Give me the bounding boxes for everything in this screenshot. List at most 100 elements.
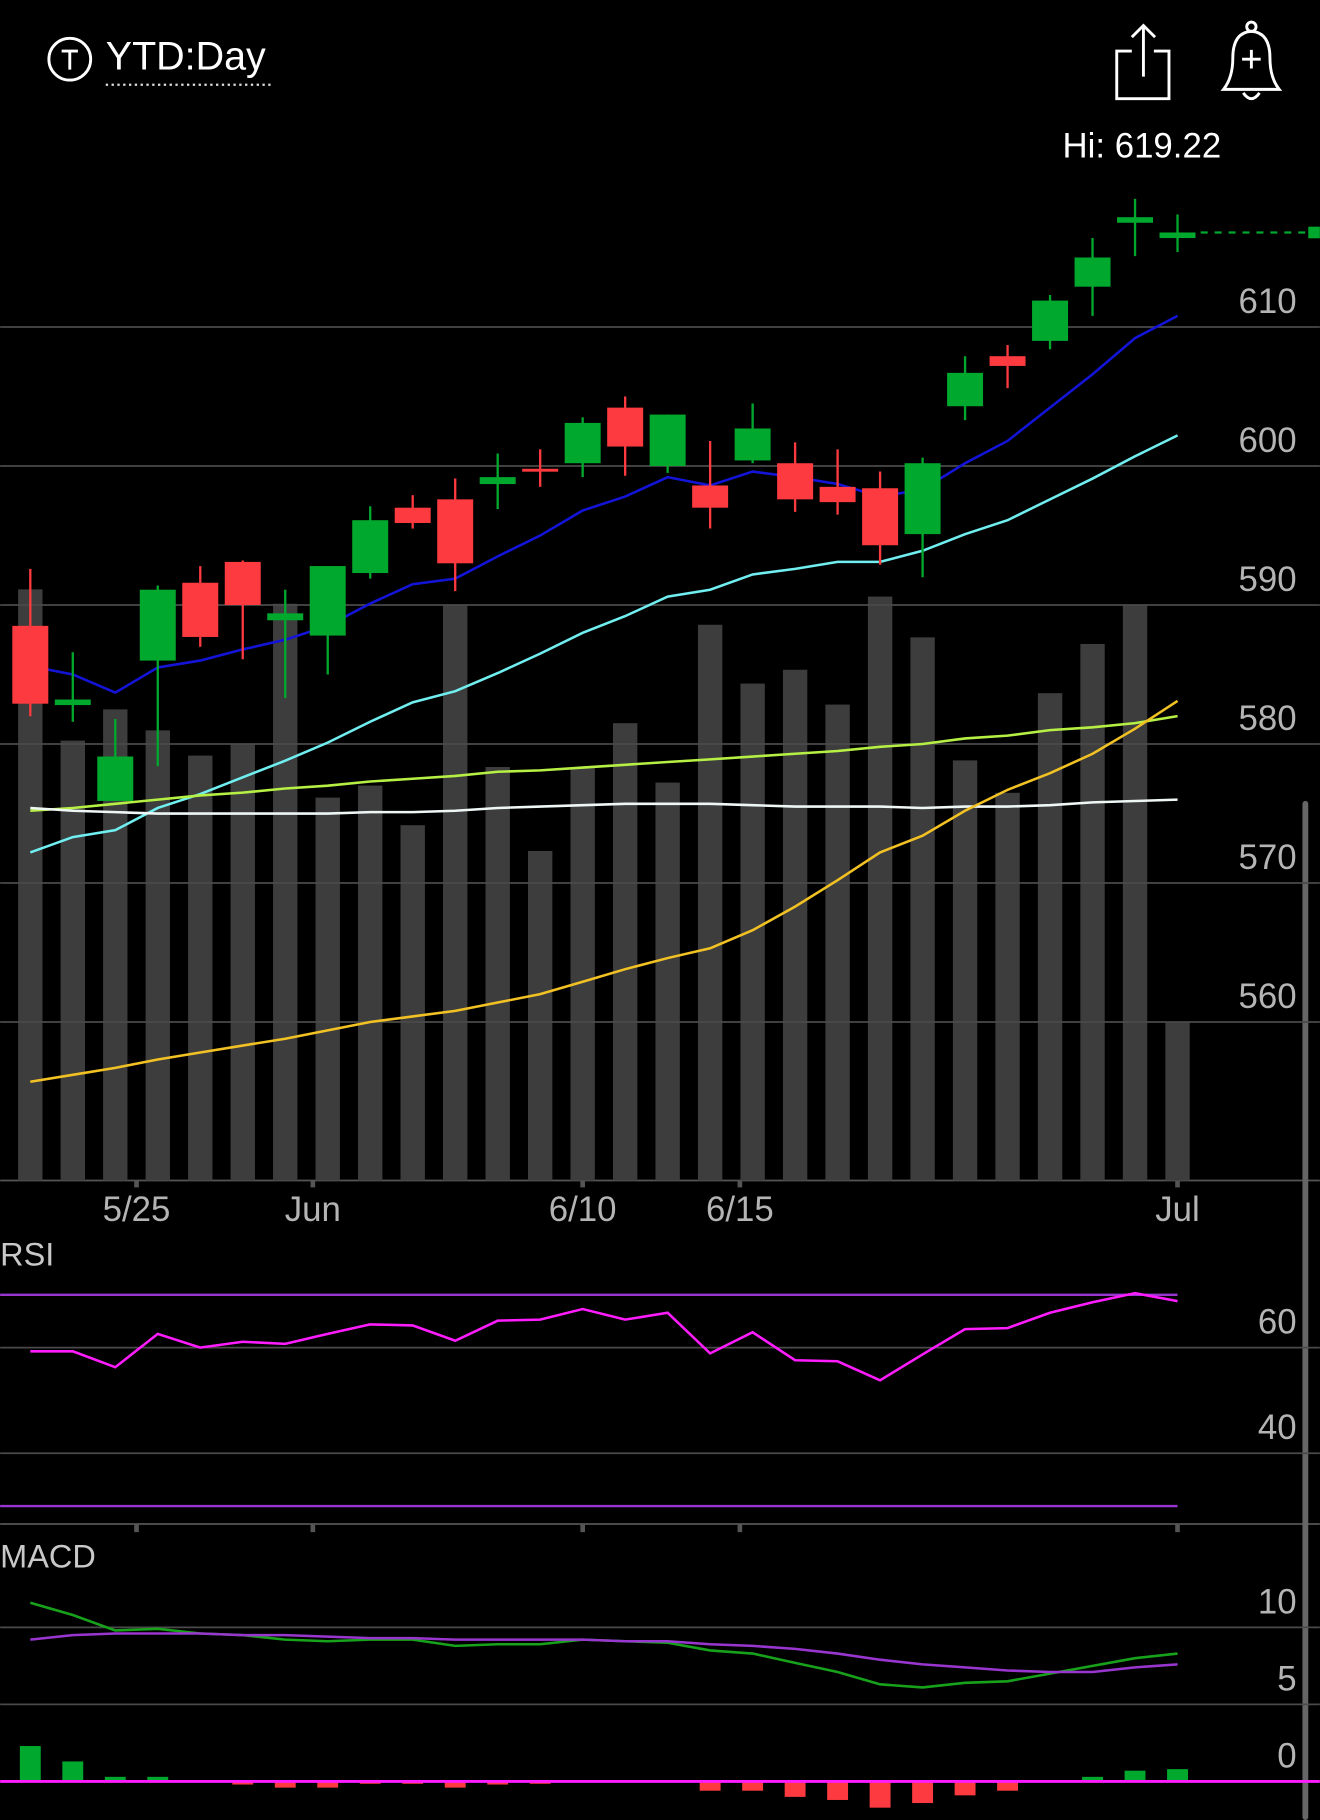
histogram-bar	[912, 1781, 934, 1804]
volume-bar	[60, 740, 85, 1181]
candle-body	[862, 488, 899, 546]
candle-body	[947, 372, 984, 407]
ticker-icon[interactable]	[47, 36, 93, 82]
histogram-bar	[1124, 1770, 1146, 1782]
x-tick-label: Jul	[1155, 1190, 1200, 1229]
histogram-bar	[104, 1776, 126, 1782]
volume-bar	[230, 744, 255, 1181]
bell-clapper	[1242, 91, 1261, 101]
candle-body	[1074, 257, 1111, 287]
candle-body	[309, 566, 346, 636]
y-tick-label: 60	[1258, 1303, 1297, 1342]
candle-body	[692, 485, 729, 508]
histogram-bar	[274, 1781, 296, 1788]
histogram-bar	[699, 1781, 721, 1791]
volume-bar	[570, 768, 595, 1181]
volume-bar	[825, 704, 850, 1181]
candle-body	[182, 582, 219, 637]
candle-body	[989, 356, 1026, 366]
high-value: 619.22	[1115, 127, 1221, 166]
candle-body	[734, 428, 771, 461]
histogram-bar	[954, 1781, 976, 1796]
moving-average	[30, 798, 1178, 815]
candle-body	[12, 625, 49, 704]
candle-body	[479, 477, 516, 485]
histogram-bar	[487, 1781, 509, 1785]
histogram-bar	[784, 1781, 806, 1797]
candle-body	[54, 699, 91, 706]
histogram-bar	[1082, 1776, 1103, 1782]
high-label-text: Hi:	[1062, 127, 1105, 166]
candle-body	[1032, 300, 1069, 341]
alert-button[interactable]	[1220, 20, 1283, 101]
volume-bar	[740, 683, 765, 1181]
y-tick-label: 570	[1239, 838, 1297, 877]
range-title[interactable]: YTD:Day	[106, 35, 266, 79]
y-tick-label: 10	[1258, 1582, 1297, 1621]
volume-bar	[1122, 604, 1148, 1181]
histogram-bar	[742, 1781, 764, 1791]
y-tick-label: 40	[1258, 1408, 1297, 1447]
moving-average	[29, 434, 1179, 854]
volume-bar	[188, 755, 213, 1181]
last-price-tag	[1308, 226, 1320, 239]
volume-bar	[910, 637, 935, 1181]
candle-body	[777, 463, 814, 500]
x-tick-label: 6/10	[549, 1190, 617, 1229]
x-tick-label: Jun	[285, 1190, 341, 1229]
moving-average	[30, 714, 1178, 813]
bell-body	[1220, 29, 1283, 91]
volume-bar	[697, 624, 723, 1181]
volume-bar	[315, 797, 340, 1181]
bell-plus	[1242, 49, 1261, 69]
volume-bar	[1080, 643, 1105, 1181]
histogram-bar	[827, 1781, 849, 1800]
share-button[interactable]	[1115, 23, 1171, 101]
x-tick-label: 5/25	[103, 1190, 171, 1229]
histogram-bar	[1167, 1769, 1188, 1782]
candle-body	[1117, 217, 1154, 223]
volume-bar	[782, 669, 808, 1181]
volume-bar	[400, 825, 425, 1181]
y-tick-label: 5	[1277, 1659, 1296, 1698]
x-tick-label: 6/15	[706, 1190, 774, 1229]
volume-bar	[952, 760, 978, 1181]
candle-body	[607, 407, 644, 447]
share-arrow	[1130, 23, 1157, 77]
candle-body	[224, 561, 261, 605]
histogram-bar	[869, 1781, 891, 1808]
y-tick-label: 600	[1239, 421, 1297, 460]
y-tick-label: 610	[1239, 282, 1297, 321]
high-label: Hi: 619.22	[1062, 127, 1221, 166]
volume-bar	[1165, 1022, 1190, 1181]
candle-body	[394, 507, 431, 523]
volume-bar	[443, 604, 468, 1181]
histogram-bar	[19, 1746, 41, 1782]
volume-bar	[612, 723, 638, 1181]
histogram-bar	[997, 1781, 1019, 1791]
y-tick-label: 580	[1239, 699, 1297, 738]
candle-body	[352, 520, 389, 574]
volume-bar	[995, 792, 1020, 1181]
scrollbar[interactable]	[1302, 800, 1309, 1820]
candle-body	[139, 589, 176, 661]
panel-title: MACD	[0, 1538, 96, 1574]
y-tick-label: 590	[1239, 560, 1297, 599]
share-box	[1115, 49, 1171, 101]
candle-body	[564, 422, 601, 464]
volume-bar	[867, 596, 893, 1181]
candle-body	[97, 756, 134, 801]
indicator-line	[30, 1291, 1178, 1382]
volume-bar	[485, 766, 510, 1181]
volume-bar	[273, 603, 298, 1181]
histogram-bar	[62, 1761, 84, 1782]
volume-bar	[655, 782, 680, 1181]
moving-average	[30, 699, 1179, 1084]
y-tick-label: 560	[1239, 977, 1297, 1016]
histogram-bar	[232, 1781, 254, 1785]
indicator-line	[30, 1632, 1178, 1674]
histogram-bar	[317, 1781, 339, 1788]
candle-body	[522, 468, 559, 472]
candle-body	[819, 486, 856, 503]
